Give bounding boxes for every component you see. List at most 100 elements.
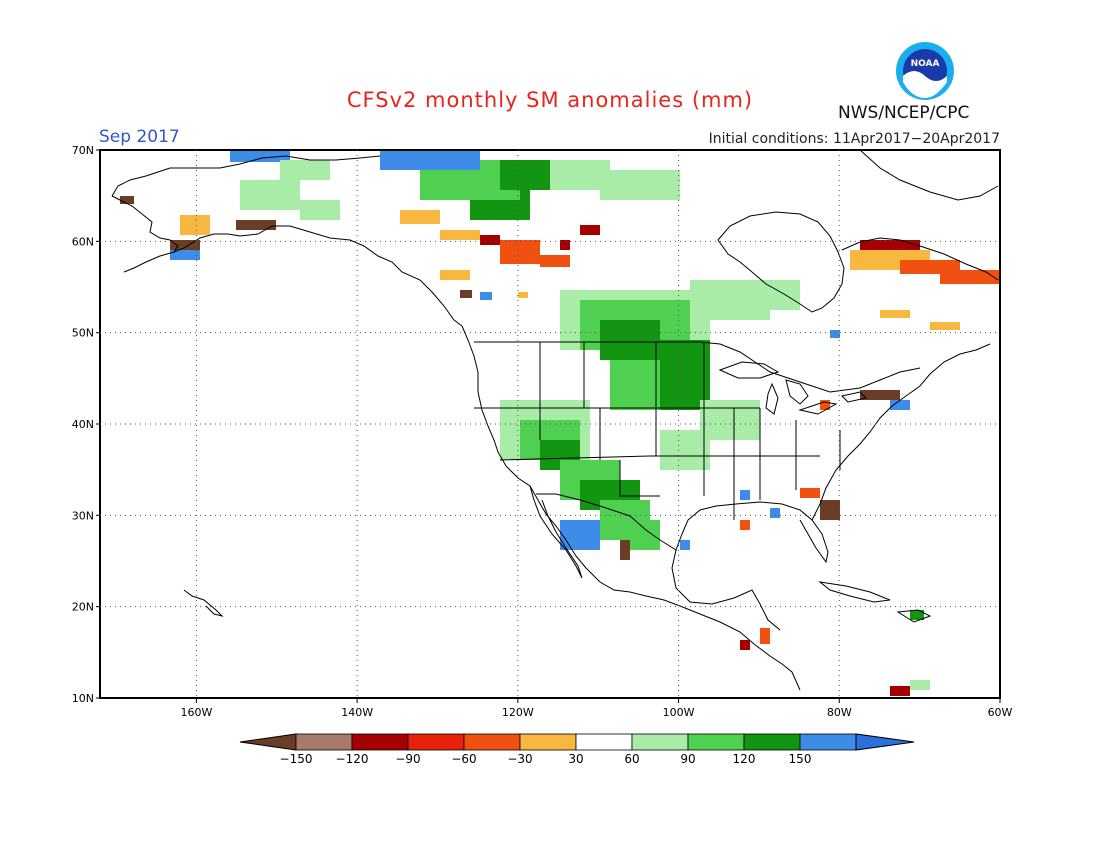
us-mexico-border — [536, 493, 677, 551]
great-lake-ontario — [841, 391, 867, 403]
anomaly-cell — [540, 440, 580, 470]
map-border — [99, 149, 1001, 699]
anomaly-cell — [230, 150, 290, 162]
legend-tick-label: −150 — [280, 752, 313, 766]
initial-conditions-label: Initial conditions: 11Apr2017−20Apr2017 — [708, 131, 1000, 147]
anomaly-cell — [440, 270, 470, 280]
legend-swatch — [295, 733, 353, 751]
anomaly-cell — [620, 540, 630, 560]
anomaly-cell — [900, 260, 960, 274]
state-lines-2 — [499, 455, 820, 461]
lon-label: 100W — [663, 706, 695, 719]
great-lake-huron — [785, 379, 809, 405]
anomaly-cell — [600, 500, 650, 540]
hudson-bay-coast — [717, 211, 845, 313]
anomaly-cell — [820, 400, 830, 410]
anomaly-cell — [460, 290, 472, 298]
anomaly-cell — [600, 320, 660, 360]
legend-swatch — [799, 733, 857, 751]
anomaly-cell — [500, 240, 540, 264]
anomaly-cell — [480, 235, 500, 245]
anomaly-cell — [180, 215, 210, 235]
state-lines-4 — [733, 408, 841, 520]
anomaly-cell — [830, 330, 840, 338]
legend-swatch — [575, 733, 633, 751]
anomaly-cell — [560, 460, 620, 500]
lat-label: 60N — [72, 235, 94, 248]
great-lake-erie — [798, 401, 838, 415]
anomaly-cells — [120, 150, 1000, 696]
noaa-logo-icon: NOAA — [896, 42, 954, 100]
graticule — [100, 150, 1000, 698]
anomaly-cell — [700, 400, 760, 440]
anomaly-cell — [280, 160, 330, 180]
anomaly-cell — [940, 270, 1000, 284]
map-frame — [99, 149, 1001, 699]
anomaly-cell — [580, 225, 600, 235]
state-lines-3 — [539, 342, 705, 497]
anomaly-cell — [860, 390, 900, 400]
legend-swatch — [743, 733, 801, 751]
anomaly-cell — [930, 322, 960, 330]
lat-label: 10N — [72, 692, 94, 705]
anomaly-cell — [420, 160, 520, 200]
anomaly-cell — [170, 250, 200, 260]
gulf-coast — [681, 501, 829, 564]
alaska-coast — [111, 195, 463, 327]
anomaly-cell — [690, 280, 770, 320]
anomaly-cell — [610, 360, 660, 410]
anomaly-cell — [236, 220, 276, 230]
anomaly-cell — [300, 200, 340, 220]
anomaly-cell — [580, 300, 690, 350]
anomaly-cell — [518, 292, 528, 298]
legend-tick-label: 120 — [733, 752, 756, 766]
anomaly-cell — [660, 430, 710, 470]
anomaly-cell — [740, 520, 750, 530]
legend-tick-label: 60 — [624, 752, 639, 766]
lat-label: 70N — [72, 144, 94, 157]
legend-swatch — [631, 733, 689, 751]
anomaly-cell — [580, 480, 640, 510]
anomaly-cell — [400, 210, 440, 224]
anomaly-cell — [620, 520, 660, 550]
legend-tick-label: −120 — [336, 752, 369, 766]
anomaly-cell — [910, 610, 924, 620]
cuba-coast — [818, 581, 891, 603]
anomaly-cell — [560, 520, 600, 550]
anomaly-cell — [680, 540, 690, 550]
lat-label: 20N — [72, 601, 94, 614]
anomaly-cell — [380, 150, 440, 170]
anomaly-cell — [740, 490, 750, 500]
lon-label: 80W — [827, 706, 852, 719]
anomaly-cell — [760, 628, 770, 644]
political-borders — [474, 341, 921, 551]
anomaly-cell — [770, 508, 780, 518]
legend-swatch — [351, 733, 409, 751]
anomaly-cell — [550, 160, 610, 190]
anomaly-cell — [760, 280, 800, 310]
legend-tick-label: −90 — [395, 752, 420, 766]
anomaly-cell — [500, 160, 560, 190]
us-pacific-coast — [461, 325, 801, 691]
great-lake-superior — [718, 361, 780, 379]
color-legend: −150 −120 −90 −60 −30 30 60 90 120 150 — [239, 733, 915, 766]
anomaly-cell — [440, 150, 480, 170]
legend-swatch-arrow-high — [855, 733, 915, 751]
valid-month-label: Sep 2017 — [99, 127, 180, 147]
anomaly-cell — [800, 488, 820, 498]
aleutian-coast — [123, 251, 175, 273]
coastlines — [111, 149, 999, 691]
lon-label: 60W — [988, 706, 1013, 719]
anomaly-cell — [440, 230, 480, 240]
legend-tick-label: 30 — [568, 752, 583, 766]
lon-label: 140W — [341, 706, 373, 719]
hispaniola-coast — [896, 609, 932, 623]
anomaly-cell — [540, 255, 570, 267]
anomaly-cell — [740, 640, 750, 650]
legend-swatch — [687, 733, 745, 751]
anomaly-cell — [520, 420, 580, 460]
anomaly-cell — [650, 340, 710, 410]
organization-label: NWS/NCEP/CPC — [838, 103, 970, 123]
anomaly-cell — [880, 310, 910, 318]
mexico-gulf-coast — [671, 533, 781, 631]
